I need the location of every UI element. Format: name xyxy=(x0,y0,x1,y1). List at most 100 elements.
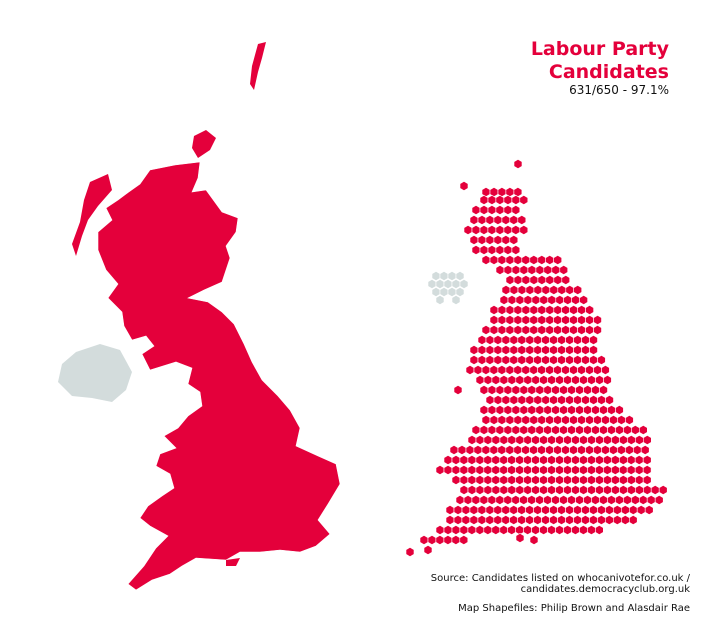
hex-constituency xyxy=(537,445,546,455)
hex-northern-ireland xyxy=(439,271,449,281)
hex-constituency xyxy=(507,375,517,385)
hex-constituency xyxy=(557,285,567,295)
hex-constituency xyxy=(511,495,521,505)
hex-constituency xyxy=(533,285,543,295)
hex-constituency xyxy=(605,505,614,515)
hex-constituency xyxy=(479,245,489,255)
hex-constituency xyxy=(527,405,537,415)
hex-constituency xyxy=(475,455,485,465)
hex-constituency xyxy=(547,455,556,465)
hex-constituency xyxy=(616,445,626,455)
orkney-shape xyxy=(192,130,216,158)
hex-northern-ireland xyxy=(447,271,457,281)
hex-constituency xyxy=(513,415,523,425)
hex-constituency xyxy=(503,245,513,255)
hex-constituency xyxy=(469,235,479,245)
hex-constituency xyxy=(593,315,602,325)
hex-constituency xyxy=(491,435,501,445)
hex-constituency xyxy=(521,315,531,325)
hex-constituency xyxy=(569,445,578,455)
hex-constituency xyxy=(595,475,604,485)
hex-constituency xyxy=(451,465,461,475)
hex-constituency xyxy=(541,335,551,345)
hex-constituency xyxy=(620,515,630,525)
hex-constituency xyxy=(485,355,495,365)
hex-constituency xyxy=(537,415,547,425)
hex-constituency xyxy=(577,365,586,375)
hex-constituency xyxy=(619,485,628,495)
hex-constituency xyxy=(475,465,485,475)
hex-constituency xyxy=(501,215,511,225)
hex-constituency xyxy=(477,215,487,225)
hex-constituency xyxy=(529,415,539,425)
hex-constituency xyxy=(587,525,596,535)
hex-constituency xyxy=(638,495,648,505)
hex-constituency xyxy=(551,385,561,395)
map-title: Labour Party Candidates xyxy=(531,38,669,84)
hex-constituency xyxy=(519,385,529,395)
hex-constituency xyxy=(612,515,622,525)
hex-constituency xyxy=(471,425,481,435)
hex-constituency xyxy=(545,365,555,375)
hex-constituency xyxy=(607,425,616,435)
hex-constituency xyxy=(555,475,564,485)
hex-constituency xyxy=(585,315,594,325)
hex-constituency xyxy=(477,335,487,345)
hex-constituency xyxy=(626,475,636,485)
hex-constituency xyxy=(479,225,489,235)
hex-constituency xyxy=(634,485,644,495)
hex-constituency xyxy=(555,465,564,475)
hex-constituency xyxy=(611,485,620,495)
hex-constituency xyxy=(557,345,566,355)
hex-constituency xyxy=(589,355,598,365)
hex-constituency xyxy=(563,485,572,495)
hex-constituency xyxy=(618,465,628,475)
hex-constituency xyxy=(419,535,429,545)
hex-constituency xyxy=(609,415,618,425)
hex-constituency xyxy=(573,505,582,515)
hex-constituency xyxy=(626,485,636,495)
hex-constituency xyxy=(553,305,563,315)
hex-constituency xyxy=(595,465,604,475)
hex-constituency xyxy=(595,525,604,535)
hex-constituency xyxy=(533,505,542,515)
hex-constituency xyxy=(493,335,503,345)
hex-constituency xyxy=(517,395,527,405)
hex-constituency xyxy=(513,187,523,197)
hex-constituency xyxy=(503,225,513,235)
hex-constituency xyxy=(509,515,519,525)
hex-constituency xyxy=(477,355,487,365)
hex-constituency xyxy=(585,445,594,455)
hex-constituency xyxy=(591,405,600,415)
hex-constituency xyxy=(553,445,562,455)
hex-constituency xyxy=(449,445,459,455)
great-britain-shape xyxy=(97,161,341,591)
source-line-1: Source: Candidates listed on whocanivote… xyxy=(430,573,690,584)
hex-constituency xyxy=(628,515,638,525)
hex-constituency xyxy=(509,335,519,345)
hex-constituency xyxy=(477,505,487,515)
hex-constituency xyxy=(493,345,503,355)
hex-constituency xyxy=(527,265,537,275)
hex-constituency xyxy=(485,215,495,225)
hex-constituency xyxy=(483,485,493,495)
hex-constituency xyxy=(573,345,582,355)
hex-constituency xyxy=(453,515,463,525)
hex-constituency xyxy=(559,405,569,415)
hex-constituency xyxy=(503,385,513,395)
hex-constituency xyxy=(619,435,628,445)
hex-constituency xyxy=(499,465,509,475)
hex-constituency xyxy=(634,465,644,475)
hex-constituency xyxy=(469,215,479,225)
hex-constituency xyxy=(475,375,485,385)
hex-constituency xyxy=(489,325,499,335)
hex-constituency xyxy=(626,455,636,465)
hex-constituency xyxy=(557,335,566,345)
hex-constituency xyxy=(491,485,501,495)
hex-constituency xyxy=(471,225,481,235)
hex-constituency xyxy=(479,425,489,435)
hex-constituency xyxy=(445,515,455,525)
hex-constituency xyxy=(581,515,590,525)
hex-constituency xyxy=(642,485,652,495)
hex-constituency xyxy=(583,385,592,395)
